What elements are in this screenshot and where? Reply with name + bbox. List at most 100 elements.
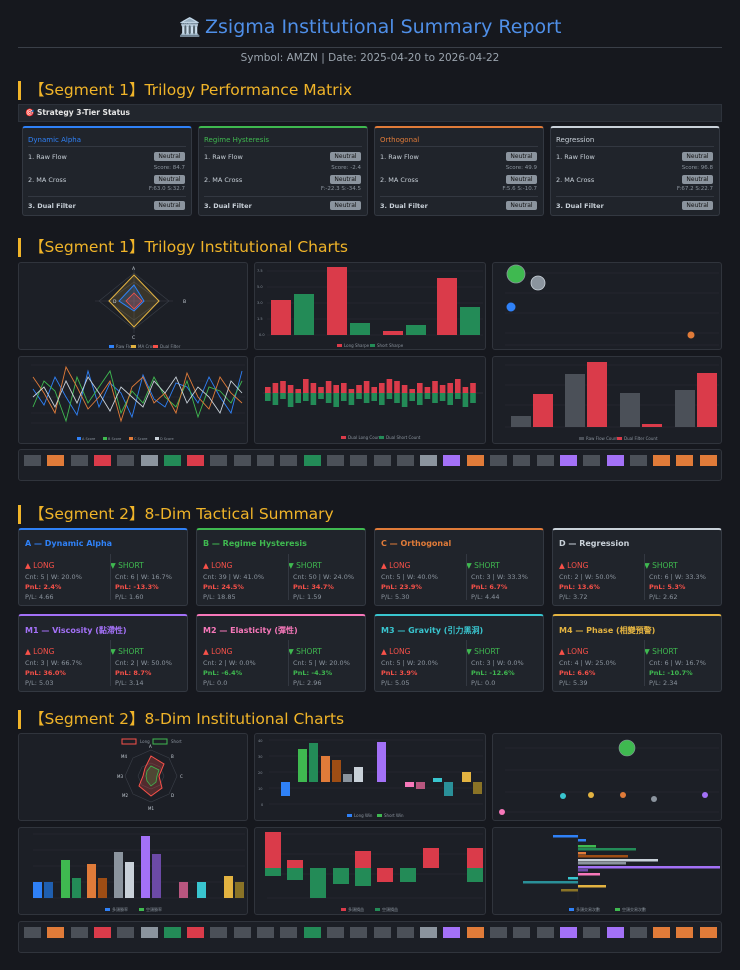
long-label: ▲ LONG	[381, 647, 411, 656]
bar-mark	[309, 743, 318, 782]
long-label: ▲ LONG	[25, 561, 55, 570]
signal-cell	[699, 455, 717, 466]
bar-mark	[432, 393, 438, 403]
legend-label: 多頭交易次數	[576, 906, 600, 912]
bar-mark	[462, 772, 471, 782]
signal-cell	[303, 927, 321, 938]
strategy-card: Regression 1. Raw Flow Neutral Score: 96.8 2…	[550, 126, 720, 216]
bar-mark	[444, 782, 453, 796]
svg-text:0.0: 0.0	[259, 333, 265, 337]
signal-cell	[210, 455, 228, 466]
bar-mark	[327, 267, 347, 335]
bar-mark	[417, 393, 423, 405]
scatter-point	[499, 809, 505, 815]
bar-mark	[675, 390, 695, 427]
signal-cell	[280, 927, 298, 938]
bank-icon: 🏛️	[178, 17, 201, 38]
legend-label: Dual Long Count	[348, 435, 382, 440]
signal-heat-strip	[18, 449, 722, 481]
bar-mark	[401, 385, 408, 393]
svg-text:B: B	[171, 754, 174, 759]
long-label: ▲ LONG	[559, 561, 589, 570]
bar-mark	[318, 387, 324, 393]
signal-cell	[466, 927, 484, 938]
strategy-card: Dynamic Alpha 1. Raw Flow Neutral Score: 84…	[22, 126, 192, 216]
scatter-point	[651, 796, 657, 802]
signal-cell	[513, 455, 531, 466]
svg-text:M1: M1	[148, 806, 154, 811]
bar-mark	[587, 362, 607, 427]
bar-mark	[386, 393, 393, 399]
legend-label: 空頭損益	[382, 906, 398, 912]
bar-mark	[578, 862, 626, 865]
status-badge: Neutral	[506, 175, 537, 184]
bar-mark	[371, 393, 377, 401]
long-label: ▲ LONG	[559, 647, 589, 656]
short-label: ▼ SHORT	[644, 561, 678, 570]
segment-title: 【Segment 2】8-Dim Institutional Charts	[18, 710, 344, 729]
legend-label: Short Win	[384, 813, 404, 818]
bar-mark	[578, 866, 720, 869]
signal-heat-strip	[18, 921, 722, 953]
status-badge: Neutral	[682, 152, 713, 161]
tactical-card: M3 — Gravity (引力黑洞) ▲ LONG ▼ SHORT Cnt: 5 |…	[374, 614, 544, 692]
signal-cell	[326, 455, 344, 466]
bar-mark	[310, 393, 317, 405]
bar-mark	[377, 742, 386, 782]
bar-mark	[363, 393, 370, 403]
legend-label: D Score	[160, 437, 174, 441]
svg-text:D: D	[171, 793, 174, 798]
short-label: ▼ SHORT	[288, 561, 322, 570]
8dim-trades-chart: 多頭交易次數 空頭交易次數	[492, 827, 722, 915]
legend-label: Short	[171, 739, 182, 744]
legend-label: Dual Filter	[160, 344, 181, 349]
bar-mark	[455, 379, 461, 393]
bar-mark	[341, 393, 347, 401]
scatter-point	[618, 739, 636, 757]
bar-mark	[447, 383, 453, 393]
bar-mark	[287, 860, 303, 868]
bar-mark	[561, 889, 578, 892]
legend-label: Long Win	[354, 813, 373, 818]
bar-mark	[355, 868, 371, 886]
scatter-point	[588, 792, 594, 798]
series-line	[32, 369, 243, 419]
bar-mark	[355, 851, 371, 868]
svg-text:7.5: 7.5	[257, 269, 263, 273]
bar-mark	[61, 860, 70, 898]
segment-title: 【Segment 1】Trilogy Institutional Charts	[18, 238, 348, 257]
long-label: ▲ LONG	[203, 647, 233, 656]
signal-cell	[233, 927, 251, 938]
signal-cell	[350, 927, 368, 938]
bar-mark	[332, 760, 341, 782]
bar-mark	[287, 868, 303, 880]
bar-mark	[406, 325, 426, 335]
radar-axis-label: D	[113, 299, 117, 305]
bar-mark	[462, 387, 469, 393]
legend-label: Short Sharpe	[377, 343, 404, 348]
card-title: D — Regression	[559, 539, 630, 548]
bar-mark	[287, 385, 294, 393]
legend-label: Dual Filter Count	[624, 436, 658, 441]
bar-mark	[697, 373, 717, 427]
svg-text:C: C	[180, 774, 183, 779]
status-badge: Neutral	[154, 152, 185, 161]
tactical-card: M2 — Elasticity (彈性) ▲ LONG ▼ SHORT Cnt: 2 …	[196, 614, 366, 692]
bar-mark	[462, 393, 469, 407]
8dim-rate-chart: 多頭勝率 空頭勝率	[18, 827, 248, 915]
short-label: ▼ SHORT	[110, 647, 144, 656]
short-label: ▼ SHORT	[466, 647, 500, 656]
bar-mark	[377, 868, 393, 882]
bar-mark	[179, 882, 188, 898]
bar-mark	[114, 852, 123, 898]
signal-cell	[187, 455, 205, 466]
bar-mark	[439, 385, 446, 393]
bar-mark	[325, 393, 332, 403]
segment-title: 【Segment 1】Trilogy Performance Matrix	[18, 81, 352, 100]
series-line	[32, 365, 243, 423]
bar-mark	[72, 878, 81, 898]
bar-mark	[447, 393, 453, 405]
bar-mark	[294, 294, 314, 335]
bar-mark	[424, 387, 431, 393]
bar-mark	[303, 379, 309, 393]
